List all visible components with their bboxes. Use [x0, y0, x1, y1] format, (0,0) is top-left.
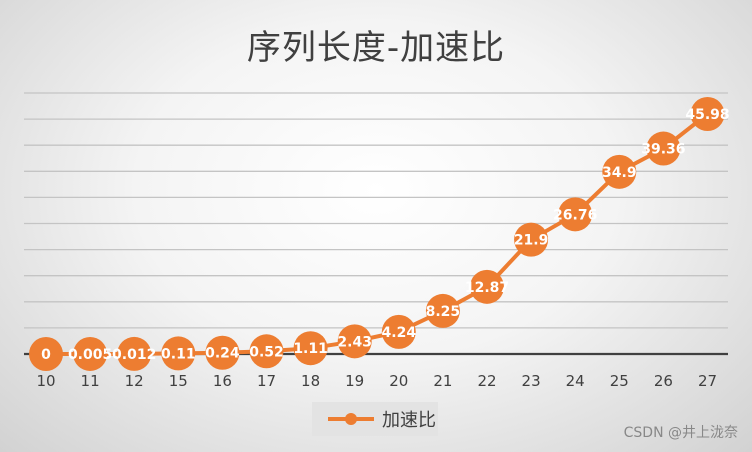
x-tick-label: 18	[301, 372, 320, 390]
data-point	[470, 269, 504, 304]
data-label: 39.36	[641, 142, 685, 158]
data-point	[646, 131, 681, 166]
x-tick-label: 19	[345, 372, 364, 390]
data-label: 0.11	[161, 346, 196, 362]
data-label: 26.76	[553, 207, 597, 223]
data-point	[205, 335, 240, 370]
x-tick-label: 12	[125, 372, 144, 390]
x-tick-label: 26	[654, 372, 673, 390]
legend: 加速比	[312, 402, 438, 436]
data-point	[249, 334, 284, 369]
series-line	[45, 112, 709, 356]
watermark: CSDN @井上泷奈	[623, 425, 738, 441]
data-point	[337, 324, 372, 359]
x-tick-label: 17	[257, 372, 276, 390]
x-tick-label: 27	[698, 372, 717, 390]
data-label: 45.98	[685, 107, 729, 123]
data-label: 0.005	[68, 347, 112, 363]
x-tick-label: 10	[36, 372, 55, 390]
data-point	[381, 314, 416, 349]
data-label: 12.87	[465, 280, 509, 296]
data-label: 34.9	[602, 165, 637, 181]
x-tick-label: 11	[81, 372, 100, 390]
x-tick-label: 25	[610, 372, 629, 390]
x-tick-label: 16	[213, 372, 232, 390]
legend-line-marker-icon	[328, 409, 376, 429]
data-label: 8.25	[426, 304, 461, 320]
data-label: 21.9	[514, 233, 549, 249]
x-tick-label: 23	[522, 372, 541, 390]
data-point	[514, 222, 549, 257]
x-tick-label: 20	[389, 372, 408, 390]
x-tick-label: 15	[169, 372, 188, 390]
data-point	[558, 197, 593, 232]
x-tick-label: 21	[433, 372, 452, 390]
data-point	[117, 336, 152, 371]
x-tick-label: 24	[566, 372, 585, 390]
data-point	[29, 337, 63, 371]
data-point	[690, 96, 725, 131]
chart-title: 序列长度-加速比	[246, 28, 506, 68]
data-point	[73, 336, 108, 371]
data-label: 1.11	[293, 341, 328, 357]
legend-label: 加速比	[382, 410, 436, 431]
data-point	[293, 331, 328, 366]
data-label: 0.012	[112, 347, 156, 363]
data-label: 0.52	[249, 344, 284, 360]
data-point	[602, 154, 637, 189]
x-tick-label: 22	[477, 372, 496, 390]
data-point	[425, 293, 460, 328]
data-point	[161, 336, 196, 371]
data-label: 2.43	[337, 334, 372, 350]
data-label: 0.24	[205, 346, 240, 362]
data-label: 4.24	[382, 325, 417, 341]
data-label: 0	[41, 347, 51, 363]
